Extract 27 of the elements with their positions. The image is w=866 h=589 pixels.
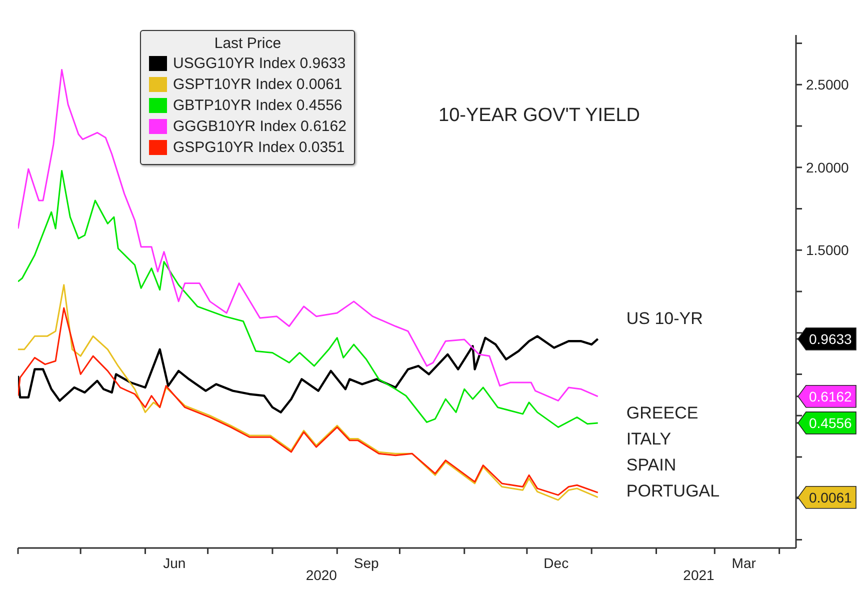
annotation: US 10-YR (626, 308, 703, 328)
y-tick-label: 2.0000 (806, 159, 850, 176)
legend-title: Last Price (213, 35, 282, 52)
y-tick-label: 0.9633 (809, 330, 852, 347)
line-series (18, 335, 599, 414)
y-tick-label: 0.0061 (809, 489, 852, 506)
y-tick-label: 0.4556 (809, 414, 852, 431)
annotation: PORTUGAL (626, 481, 720, 500)
x-tick-label: Jun (163, 555, 186, 571)
legend-label: GSPG10YR Index 0.0351 (173, 139, 345, 156)
legend-label: GBTP10YR Index 0.4556 (173, 97, 342, 114)
y-tick-label: 2.5000 (806, 76, 850, 93)
legend-label: GSPT10YR Index 0.0061 (173, 76, 342, 93)
x-tick-label: Dec (544, 555, 569, 571)
y-tick-label: 0.6162 (809, 388, 852, 404)
text: 2021 (683, 567, 715, 583)
x-tick-label: Sep (354, 555, 379, 571)
x-tick-label: Mar (732, 555, 756, 571)
text: 2020 (306, 567, 338, 583)
annotation: SPAIN (626, 455, 676, 474)
text: 10-YEAR GOV'T YIELD (438, 105, 640, 126)
annotation: GREECE (626, 403, 698, 422)
legend-label: USGG10YR Index 0.9633 (173, 55, 346, 72)
y-tick-label: 1.5000 (806, 242, 850, 258)
legend-label: GGGB10YR Index 0.6162 (173, 118, 346, 135)
line-series (18, 170, 599, 428)
annotation: ITALY (626, 429, 672, 448)
